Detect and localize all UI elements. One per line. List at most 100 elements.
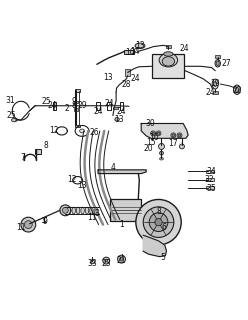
Ellipse shape [94, 207, 98, 214]
Text: 31: 31 [6, 96, 15, 105]
Circle shape [159, 151, 163, 155]
Ellipse shape [212, 79, 218, 89]
Text: 4: 4 [110, 164, 115, 172]
Bar [75, 90, 80, 92]
Text: 26: 26 [90, 128, 99, 137]
Text: 13: 13 [135, 41, 145, 50]
Text: 24: 24 [104, 99, 114, 108]
Text: 23: 23 [101, 259, 111, 268]
Ellipse shape [72, 207, 75, 214]
Circle shape [158, 143, 164, 149]
Bar [75, 125, 80, 127]
Circle shape [180, 144, 185, 149]
Circle shape [103, 257, 110, 264]
Circle shape [171, 133, 176, 138]
Bar [74, 108, 78, 111]
Circle shape [178, 134, 181, 137]
Ellipse shape [80, 129, 85, 133]
Bar [125, 69, 130, 76]
Text: 13: 13 [114, 115, 124, 124]
Ellipse shape [67, 207, 71, 214]
Bar [206, 178, 214, 181]
Text: 25: 25 [41, 97, 51, 106]
Ellipse shape [214, 82, 217, 86]
Circle shape [149, 213, 168, 231]
Text: 30: 30 [145, 119, 155, 128]
Polygon shape [98, 170, 146, 173]
Text: 11: 11 [16, 223, 26, 232]
Text: 13: 13 [77, 181, 87, 190]
Bar [74, 100, 78, 103]
Bar [96, 102, 100, 110]
Ellipse shape [160, 157, 163, 160]
Circle shape [136, 199, 181, 245]
Circle shape [118, 255, 125, 263]
Bar [124, 50, 134, 54]
Bar [110, 199, 141, 221]
Bar [166, 45, 171, 48]
Circle shape [177, 133, 182, 138]
Circle shape [24, 221, 32, 228]
Text: 12: 12 [67, 175, 77, 184]
Text: 24: 24 [180, 44, 189, 53]
Text: 8: 8 [71, 101, 76, 110]
Text: 17: 17 [168, 139, 178, 148]
Text: 14: 14 [130, 47, 140, 56]
Bar [206, 186, 214, 189]
Circle shape [172, 134, 175, 137]
Text: 27: 27 [221, 59, 231, 68]
Ellipse shape [162, 57, 175, 66]
Text: 28: 28 [122, 80, 131, 89]
Circle shape [155, 219, 162, 226]
Circle shape [105, 259, 108, 262]
Text: 2: 2 [65, 104, 70, 113]
Ellipse shape [215, 60, 220, 67]
Text: 19: 19 [210, 79, 219, 88]
Ellipse shape [85, 207, 89, 214]
Text: 8: 8 [44, 141, 49, 150]
Ellipse shape [115, 117, 119, 121]
Circle shape [120, 257, 124, 261]
Text: 10: 10 [125, 48, 135, 57]
Text: 5: 5 [160, 253, 165, 262]
Text: 1: 1 [119, 220, 124, 228]
Circle shape [62, 207, 68, 213]
Ellipse shape [63, 207, 66, 214]
Circle shape [157, 132, 160, 135]
Text: 24: 24 [206, 88, 215, 97]
Bar [152, 54, 185, 77]
Text: 13: 13 [103, 73, 113, 82]
Bar [35, 149, 41, 154]
Circle shape [152, 132, 154, 135]
Ellipse shape [234, 85, 240, 94]
Text: 9: 9 [42, 217, 47, 226]
Ellipse shape [216, 61, 219, 66]
Bar [53, 102, 56, 110]
Text: 8: 8 [156, 207, 161, 216]
Text: 29: 29 [77, 101, 87, 110]
Circle shape [151, 131, 155, 136]
Text: 12: 12 [49, 126, 59, 135]
Ellipse shape [12, 118, 17, 122]
Text: 20: 20 [144, 144, 154, 153]
Bar [107, 102, 111, 110]
Text: 7: 7 [20, 153, 25, 162]
Ellipse shape [159, 53, 178, 67]
Bar [90, 260, 94, 263]
Text: 15: 15 [146, 138, 155, 147]
Text: 24: 24 [93, 108, 103, 116]
Ellipse shape [135, 43, 145, 49]
Bar [213, 92, 218, 94]
Text: 11: 11 [87, 213, 97, 222]
Ellipse shape [76, 207, 80, 214]
Text: 34: 34 [207, 167, 217, 176]
Text: 6: 6 [161, 223, 166, 232]
Text: 35: 35 [207, 184, 217, 193]
Bar [216, 55, 220, 58]
Text: 25: 25 [6, 111, 16, 120]
Text: 21: 21 [117, 256, 126, 265]
Text: 33: 33 [87, 259, 97, 268]
Circle shape [60, 205, 71, 216]
Bar [206, 170, 214, 172]
Text: 22: 22 [233, 86, 242, 95]
